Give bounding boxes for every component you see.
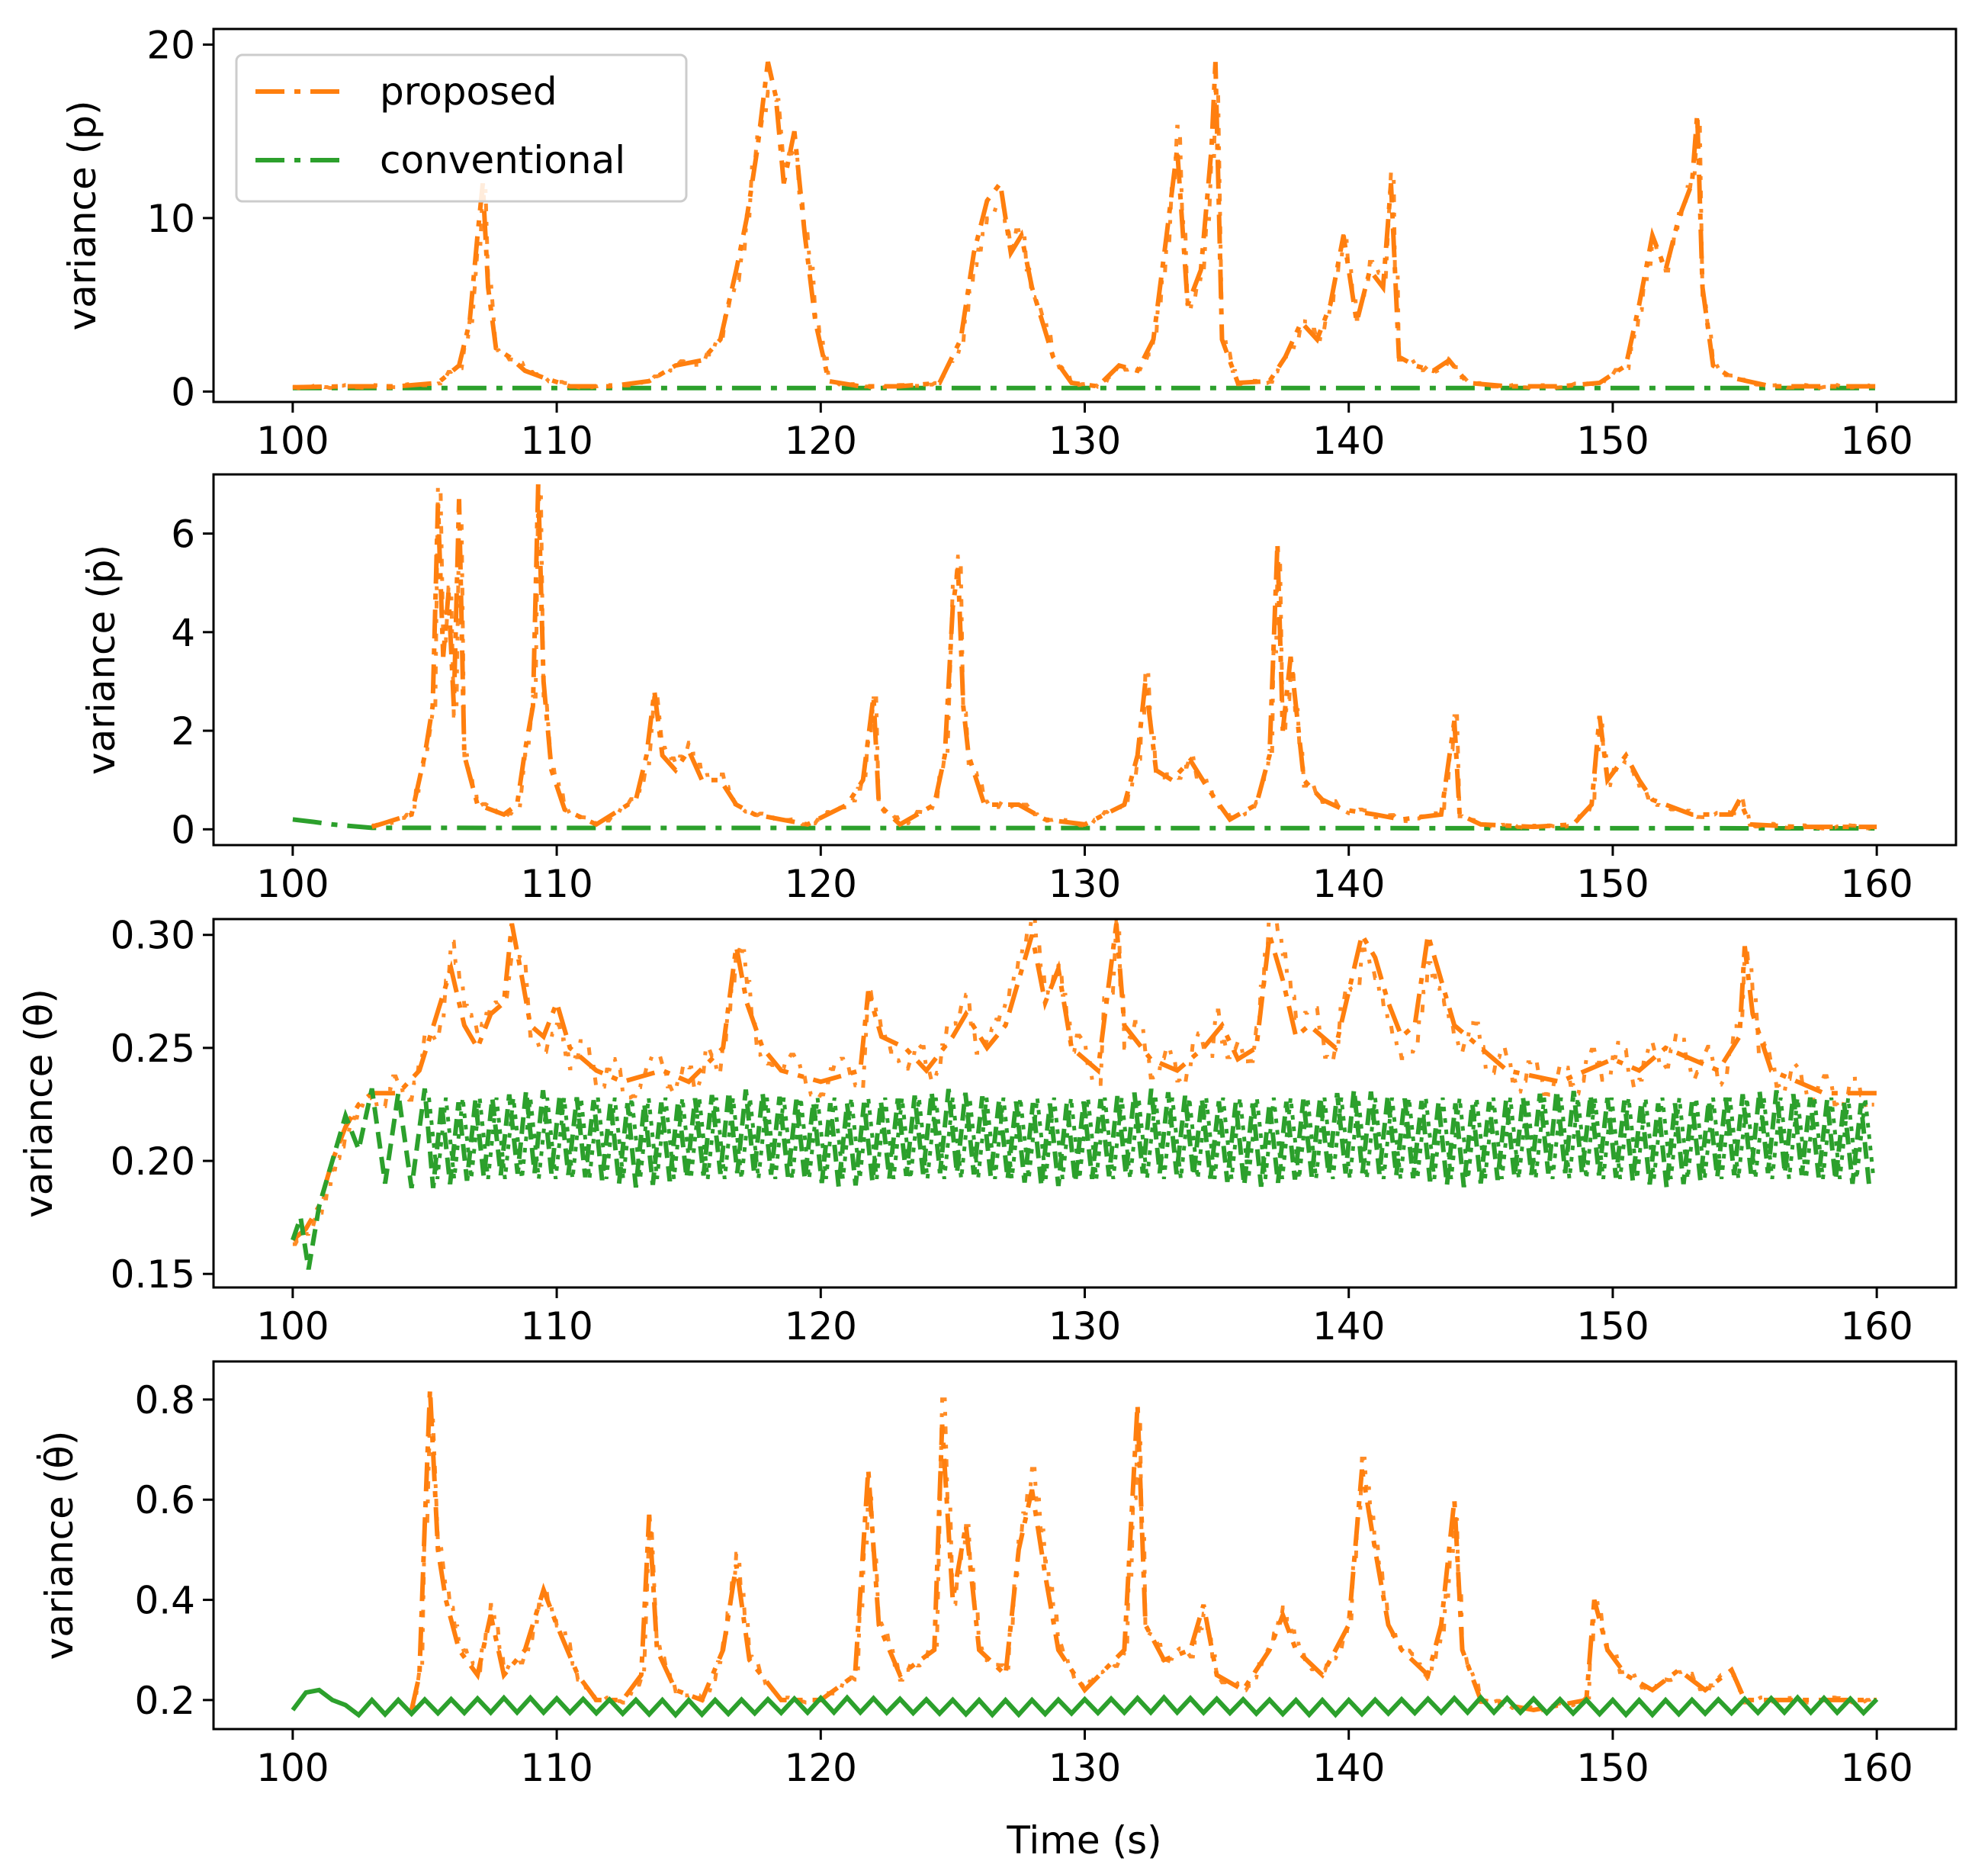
series-proposed-line: [371, 484, 1877, 830]
legend-box: [235, 53, 688, 203]
plot-area-4: [291, 1389, 1879, 1719]
x-tick-label: 100: [256, 1746, 329, 1790]
subplot-3: 100 110 120 130 140 150 160 0.15 0.20 0.25 0.30 var…: [17, 914, 1957, 1348]
x-tick-label: 130: [1049, 419, 1121, 463]
x-tick-label: 120: [785, 862, 857, 906]
x-tick-label: 120: [785, 1304, 857, 1348]
y-tick-label: 4: [171, 611, 195, 655]
x-tick-label: 150: [1576, 419, 1649, 463]
x-tick-label: 100: [256, 1304, 329, 1348]
subplot-2: 100 110 120 130 140 150 160 0 2 4 6 variance (ṗ): [79, 473, 1957, 906]
x-tick-label: 100: [256, 419, 329, 463]
y-tick-label: 0: [171, 370, 195, 414]
series-conventional-line: [291, 1088, 1872, 1270]
subplot-1: 100 110 120 130 140 150 160 0 10 20 variance (p): [60, 23, 1957, 463]
subplot-4: 100 110 120 130 140 150 160 0.2 0.4 0.6 0.8 varianc…: [37, 1360, 1957, 1790]
x-tick-label: 120: [785, 1746, 857, 1790]
y-tick-label: 20: [146, 23, 195, 67]
x-tick-label: 130: [1049, 1746, 1121, 1790]
y-tick-label: 2: [171, 709, 195, 754]
y-tick-label: 0.6: [134, 1478, 195, 1522]
series-proposed-line: [291, 923, 1877, 1242]
x-tick-label: 140: [1312, 862, 1385, 906]
y-tick-label: 0.25: [111, 1027, 195, 1071]
series-proposed-texture: [411, 1397, 1875, 1712]
x-tick-label: 110: [520, 1304, 593, 1348]
x-axis-label: Time (s): [1006, 1818, 1161, 1863]
y-axis-label: variance (θ̇): [37, 1431, 82, 1660]
x-tick-label: 140: [1312, 1304, 1385, 1348]
x-tick-label: 160: [1840, 1746, 1913, 1790]
y-tick-label: 10: [146, 197, 195, 241]
axes-frame-2: [212, 473, 1957, 847]
x-tick-label: 150: [1576, 1746, 1649, 1790]
y-axis-label: variance (θ): [17, 988, 61, 1218]
legend: proposed conventional: [235, 53, 688, 203]
y-tick-label: 0.2: [134, 1679, 195, 1723]
x-tick-label: 110: [520, 419, 593, 463]
y-axis-label: variance (ṗ): [79, 545, 124, 775]
x-tick-label: 120: [785, 419, 857, 463]
series-proposed-texture: [292, 919, 1874, 1246]
y-tick-label: 0.30: [111, 914, 195, 958]
plot-area-3: [291, 919, 1877, 1270]
series-conventional-line: [292, 817, 1877, 831]
y-axis-label: variance (p): [60, 101, 104, 331]
x-tick-label: 130: [1049, 862, 1121, 906]
series-conventional-line: [291, 1687, 1879, 1719]
series-conventional-line-dotted: [427, 1097, 1876, 1180]
legend-label-conventional: conventional: [380, 138, 625, 182]
y-tick-label: 0.15: [111, 1252, 195, 1297]
x-tick-label: 140: [1312, 419, 1385, 463]
x-tick-label: 100: [256, 862, 329, 906]
y-tick-label: 6: [171, 513, 195, 557]
y-tick-label: 0: [171, 808, 195, 852]
y-tick-label: 0.20: [111, 1140, 195, 1184]
x-tick-label: 150: [1576, 1304, 1649, 1348]
series-proposed-texture: [292, 85, 1874, 391]
y-tick-label: 0.4: [134, 1579, 195, 1623]
x-tick-label: 150: [1576, 862, 1649, 906]
x-tick-label: 130: [1049, 1304, 1121, 1348]
x-tick-label: 160: [1840, 1304, 1913, 1348]
x-tick-label: 160: [1840, 419, 1913, 463]
series-proposed-texture: [371, 484, 1875, 831]
x-tick-label: 110: [520, 1746, 593, 1790]
plot-area-2: [292, 484, 1877, 831]
y-tick-label: 0.8: [134, 1378, 195, 1422]
plot-area-1: [292, 61, 1877, 391]
series-proposed-line: [409, 1389, 1877, 1713]
x-tick-label: 140: [1312, 1746, 1385, 1790]
x-tick-label: 160: [1840, 862, 1913, 906]
x-tick-label: 110: [520, 862, 593, 906]
legend-label-proposed: proposed: [380, 69, 557, 114]
